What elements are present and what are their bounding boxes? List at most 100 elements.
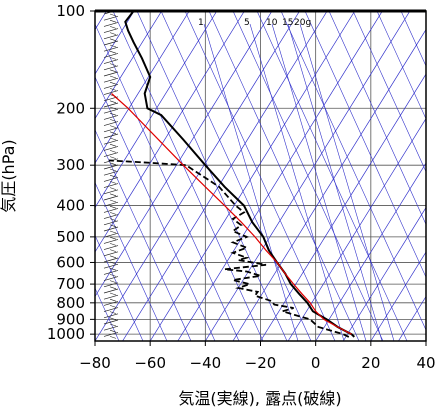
mixing-ratio-line — [204, 24, 298, 341]
wind-barb — [104, 196, 118, 200]
wind-barb — [104, 72, 118, 76]
wind-barb-flag — [110, 256, 116, 258]
x-tick-label: −40 — [190, 354, 222, 372]
wind-barb — [104, 326, 118, 330]
wind-barb — [104, 78, 118, 82]
wind-barb-flag — [110, 243, 116, 245]
wind-barb-flag — [110, 76, 116, 78]
wind-barb-flag — [110, 119, 116, 121]
wind-barb — [104, 184, 118, 188]
wind-barb-flag — [110, 299, 116, 301]
wind-barb — [104, 314, 118, 318]
mixing-ratio-line — [272, 24, 366, 341]
isotherm-line — [316, 11, 436, 341]
wind-barb — [104, 22, 118, 26]
wind-barb — [104, 66, 118, 70]
x-tick-label: −60 — [134, 354, 166, 372]
mixing-ratio-line — [250, 24, 344, 341]
wind-barb — [104, 289, 118, 293]
wind-barb — [104, 29, 118, 33]
wind-barb-flag — [110, 51, 116, 53]
wind-barb — [104, 308, 118, 312]
x-tick-label: −20 — [245, 354, 277, 372]
wind-barb — [104, 91, 118, 95]
mixing-ratio-label: 10 — [266, 18, 278, 28]
y-tick-label: 100 — [56, 2, 85, 20]
isotherm-line — [261, 11, 436, 341]
adiabat-line — [185, 11, 335, 341]
wind-barb-flag — [110, 287, 116, 289]
isotherm-line — [426, 11, 436, 341]
wind-barb-flag — [110, 231, 116, 233]
wind-barb — [104, 53, 118, 57]
wind-barb — [104, 221, 118, 225]
wind-barb-flag — [110, 39, 116, 41]
isotherm-line — [343, 11, 436, 341]
isotherm-line — [150, 11, 355, 341]
wind-barb-flag — [110, 237, 116, 239]
wind-barb-flag — [110, 305, 116, 307]
adiabat-line — [65, 11, 215, 341]
wind-barb — [104, 190, 118, 194]
y-tick-label: 700 — [56, 275, 85, 293]
wind-barb-flag — [110, 188, 116, 190]
adiabat-line — [209, 11, 359, 341]
adiabat-line — [137, 11, 287, 341]
x-tick-label: 40 — [416, 354, 435, 372]
y-axis-title: 気圧(hPa) — [0, 139, 18, 212]
wind-barb — [104, 60, 118, 64]
wind-barb — [104, 41, 118, 45]
wind-barb-flag — [110, 101, 116, 103]
mixing-ratio-label: 15 — [282, 18, 293, 28]
wind-barb — [104, 208, 118, 212]
wind-barb-flag — [110, 113, 116, 115]
adiabat-line — [281, 11, 431, 341]
wind-barb-flag — [110, 324, 116, 326]
wind-barb-flag — [110, 26, 116, 28]
x-tick-label: 0 — [311, 354, 321, 372]
wind-barb-flag — [110, 293, 116, 295]
wind-barb — [104, 140, 118, 144]
y-tick-label: 800 — [56, 294, 85, 312]
isotherm-line — [67, 11, 272, 341]
adiabat-line — [113, 11, 263, 341]
y-tick-label: 1000 — [47, 325, 85, 343]
wind-barb-flag — [110, 200, 116, 202]
y-tick-label: 200 — [56, 99, 85, 117]
y-tick-label: 500 — [56, 228, 85, 246]
y-tick-label: 300 — [56, 156, 85, 174]
wind-barb — [104, 295, 118, 299]
wind-barb-flag — [110, 281, 116, 283]
mixing-ratio-label: 20g — [294, 18, 311, 28]
adiabat-line — [17, 11, 167, 341]
x-axis-title: 気温(実線), 露点(破線) — [178, 389, 341, 408]
isotherm-line — [288, 11, 436, 341]
wind-barb — [104, 146, 118, 150]
wind-barb — [104, 16, 118, 20]
wind-barb-flag — [110, 70, 116, 72]
wind-barb — [104, 177, 118, 181]
wind-barb — [104, 239, 118, 243]
y-tick-label: 600 — [56, 253, 85, 271]
wind-barb — [104, 84, 118, 88]
wind-barb-flag — [110, 212, 116, 214]
isotherm-line — [233, 11, 436, 341]
wind-barb-flag — [110, 330, 116, 332]
wind-barb-flag — [110, 20, 116, 22]
wind-barb — [104, 115, 118, 119]
mixing-ratio-label: 1 — [198, 18, 204, 28]
wind-barb-flag — [110, 126, 116, 128]
adiabat-line — [257, 11, 407, 341]
wind-barb-flag — [110, 194, 116, 196]
wind-barb — [104, 252, 118, 256]
x-tick-label: −80 — [79, 354, 111, 372]
wind-barb-flag — [110, 150, 116, 152]
wind-barb — [104, 103, 118, 107]
wind-barb-flag — [110, 138, 116, 140]
wind-barb-flag — [110, 82, 116, 84]
wind-barb-flag — [110, 157, 116, 159]
wind-barb-flag — [110, 336, 116, 338]
wind-barb — [104, 35, 118, 39]
